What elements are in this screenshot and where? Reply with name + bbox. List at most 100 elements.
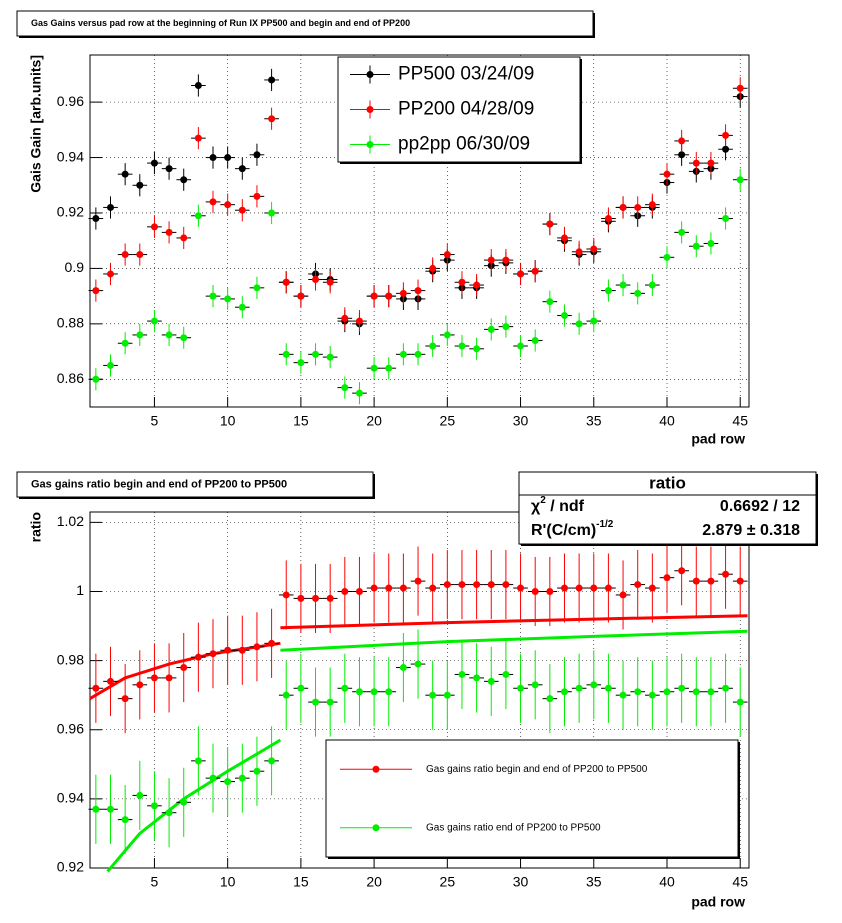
x-tick-label: 45 <box>732 413 748 429</box>
point <box>150 674 158 682</box>
point <box>722 145 730 153</box>
point <box>678 228 686 236</box>
point <box>355 317 363 325</box>
point <box>297 359 305 367</box>
point <box>590 245 598 253</box>
stats-value: 2.879 ± 0.318 <box>702 522 800 539</box>
point <box>546 220 554 228</box>
legend-label: PP500 03/24/09 <box>398 64 534 85</box>
point <box>663 688 671 696</box>
y-axis-label: Gais Gain [arb.units] <box>28 55 44 193</box>
point <box>590 681 598 689</box>
point <box>326 353 334 361</box>
point <box>604 584 612 592</box>
point <box>604 287 612 295</box>
point <box>707 577 715 585</box>
point <box>92 375 100 383</box>
point <box>370 292 378 300</box>
x-tick-label: 35 <box>586 413 602 429</box>
point <box>107 270 115 278</box>
point <box>136 251 144 259</box>
point <box>268 76 276 84</box>
x-tick-label: 40 <box>659 874 675 890</box>
point <box>678 137 686 145</box>
y-tick-label: 0.96 <box>57 720 84 736</box>
legend-marker <box>372 824 380 832</box>
stats-box <box>518 471 817 545</box>
point <box>385 584 393 592</box>
point <box>634 688 642 696</box>
point <box>429 342 437 350</box>
y-tick-label: 0.86 <box>57 370 84 386</box>
point <box>268 115 276 123</box>
point <box>692 577 700 585</box>
point <box>107 203 115 211</box>
point <box>604 215 612 223</box>
point <box>326 278 334 286</box>
legend-marker <box>366 141 374 148</box>
point <box>531 336 539 344</box>
point <box>707 159 715 167</box>
point <box>736 84 744 92</box>
x-axis-label: pad row <box>691 894 745 910</box>
point <box>473 674 481 682</box>
point <box>282 591 290 599</box>
point <box>560 312 568 320</box>
point <box>92 215 100 223</box>
point <box>531 681 539 689</box>
point <box>150 159 158 167</box>
point <box>531 587 539 595</box>
point <box>121 339 129 347</box>
point <box>707 239 715 247</box>
point <box>619 691 627 699</box>
point <box>473 281 481 289</box>
legend-box <box>325 739 739 858</box>
stats-name-sup: -1/2 <box>596 519 614 530</box>
point <box>209 774 217 782</box>
point <box>341 684 349 692</box>
point <box>238 206 246 214</box>
point <box>165 674 173 682</box>
point <box>487 677 495 685</box>
x-tick-label: 45 <box>732 874 748 890</box>
y-tick-label: 0.94 <box>57 148 84 164</box>
point <box>136 681 144 689</box>
point <box>165 809 173 817</box>
x-tick-label: 15 <box>293 874 309 890</box>
point <box>502 323 510 331</box>
point <box>517 270 525 278</box>
point <box>678 567 686 575</box>
point <box>385 364 393 372</box>
point <box>663 574 671 582</box>
point <box>546 695 554 703</box>
point <box>414 577 422 585</box>
point <box>238 303 246 311</box>
x-tick-label: 15 <box>293 413 309 429</box>
point <box>619 203 627 211</box>
point <box>370 364 378 372</box>
point <box>458 278 466 286</box>
point <box>385 688 393 696</box>
point <box>692 242 700 250</box>
point <box>180 664 188 672</box>
point <box>150 317 158 325</box>
point <box>341 587 349 595</box>
x-tick-label: 25 <box>440 874 456 890</box>
point <box>560 584 568 592</box>
point <box>150 223 158 231</box>
point <box>619 591 627 599</box>
point <box>458 670 466 678</box>
point <box>399 350 407 358</box>
point <box>180 798 188 806</box>
point <box>253 767 261 775</box>
point <box>722 684 730 692</box>
point <box>282 278 290 286</box>
point <box>312 350 320 358</box>
point <box>238 774 246 782</box>
point <box>443 691 451 699</box>
point <box>312 698 320 706</box>
point <box>253 284 261 292</box>
point <box>107 361 115 369</box>
point <box>604 684 612 692</box>
